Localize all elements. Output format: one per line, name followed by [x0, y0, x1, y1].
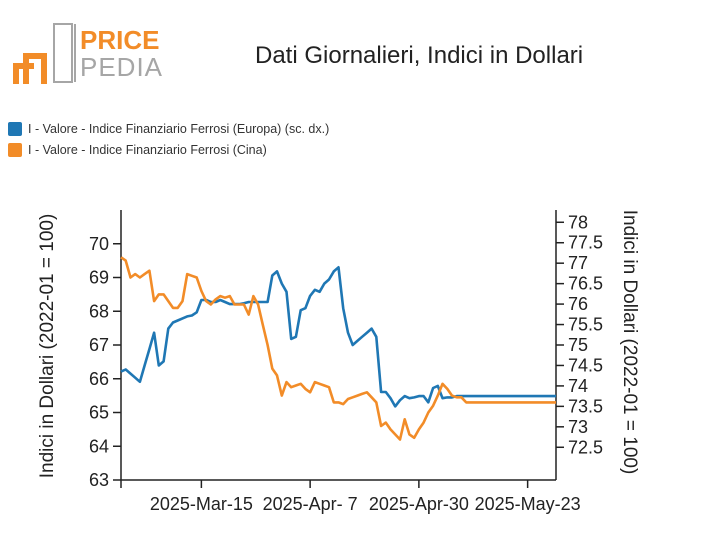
y-right-tick-label-7: 76	[568, 294, 588, 314]
y-right-tick-label-10: 77.5	[568, 233, 603, 253]
y-right-tick-label-5: 75	[568, 335, 588, 355]
legend-item-cina[interactable]: I - Valore - Indice Finanziario Ferrosi …	[8, 139, 329, 160]
y-right-tick-label-4: 74.5	[568, 355, 603, 375]
chart-title: Dati Giornalieri, Indici in Dollari	[255, 42, 584, 69]
chart-axes: 636465666768697072.57373.57474.57575.576…	[89, 210, 603, 514]
y-axis-left-label: Indici in Dollari (2022-01 = 100)	[37, 214, 58, 479]
y-right-tick-label-6: 75.5	[568, 315, 603, 335]
x-tick-label-3: 2025-May-23	[475, 494, 581, 514]
legend-item-europa[interactable]: I - Valore - Indice Finanziario Ferrosi …	[8, 118, 329, 139]
y-right-tick-label-2: 73.5	[568, 396, 603, 416]
series-line-1	[120, 256, 556, 441]
y-right-tick-label-0: 72.5	[568, 437, 603, 457]
x-tick-label-0: 2025-Mar-15	[150, 494, 253, 514]
y-right-tick-label-3: 74	[568, 376, 588, 396]
series-line-0	[120, 265, 556, 408]
y-right-tick-label-1: 73	[568, 417, 588, 437]
y-left-tick-label-1: 64	[89, 436, 109, 456]
pricepedia-logo: PRICE PEDIA	[13, 23, 163, 84]
y-left-tick-label-6: 69	[89, 268, 109, 288]
y-left-tick-label-2: 65	[89, 403, 109, 423]
legend-swatch-europa	[8, 121, 22, 136]
x-tick-label-1: 2025-Apr- 7	[263, 494, 358, 514]
y-right-tick-label-11: 78	[568, 212, 588, 232]
y-left-tick-label-0: 63	[89, 470, 109, 490]
logo-word-top: PRICE	[80, 25, 159, 55]
y-left-tick-label-4: 67	[89, 335, 109, 355]
legend-label-europa: I - Valore - Indice Finanziario Ferrosi …	[28, 121, 330, 136]
y-right-tick-label-9: 77	[568, 253, 588, 273]
y-right-tick-label-8: 76.5	[568, 274, 603, 294]
x-tick-label-2: 2025-Apr-30	[369, 494, 469, 514]
legend: I - Valore - Indice Finanziario Ferrosi …	[8, 118, 329, 160]
y-left-tick-label-3: 66	[89, 369, 109, 389]
legend-swatch-cina	[8, 142, 22, 157]
logo-word-bottom: PEDIA	[80, 52, 163, 82]
y-left-tick-label-5: 68	[89, 301, 109, 321]
chart-series	[120, 256, 556, 441]
logo-mark-icon	[13, 23, 76, 84]
y-axis-right-label: Indici in Dollari (2022-01 = 100)	[619, 210, 640, 475]
legend-label-cina: I - Valore - Indice Finanziario Ferrosi …	[28, 142, 267, 157]
y-left-tick-label-7: 70	[89, 234, 109, 254]
